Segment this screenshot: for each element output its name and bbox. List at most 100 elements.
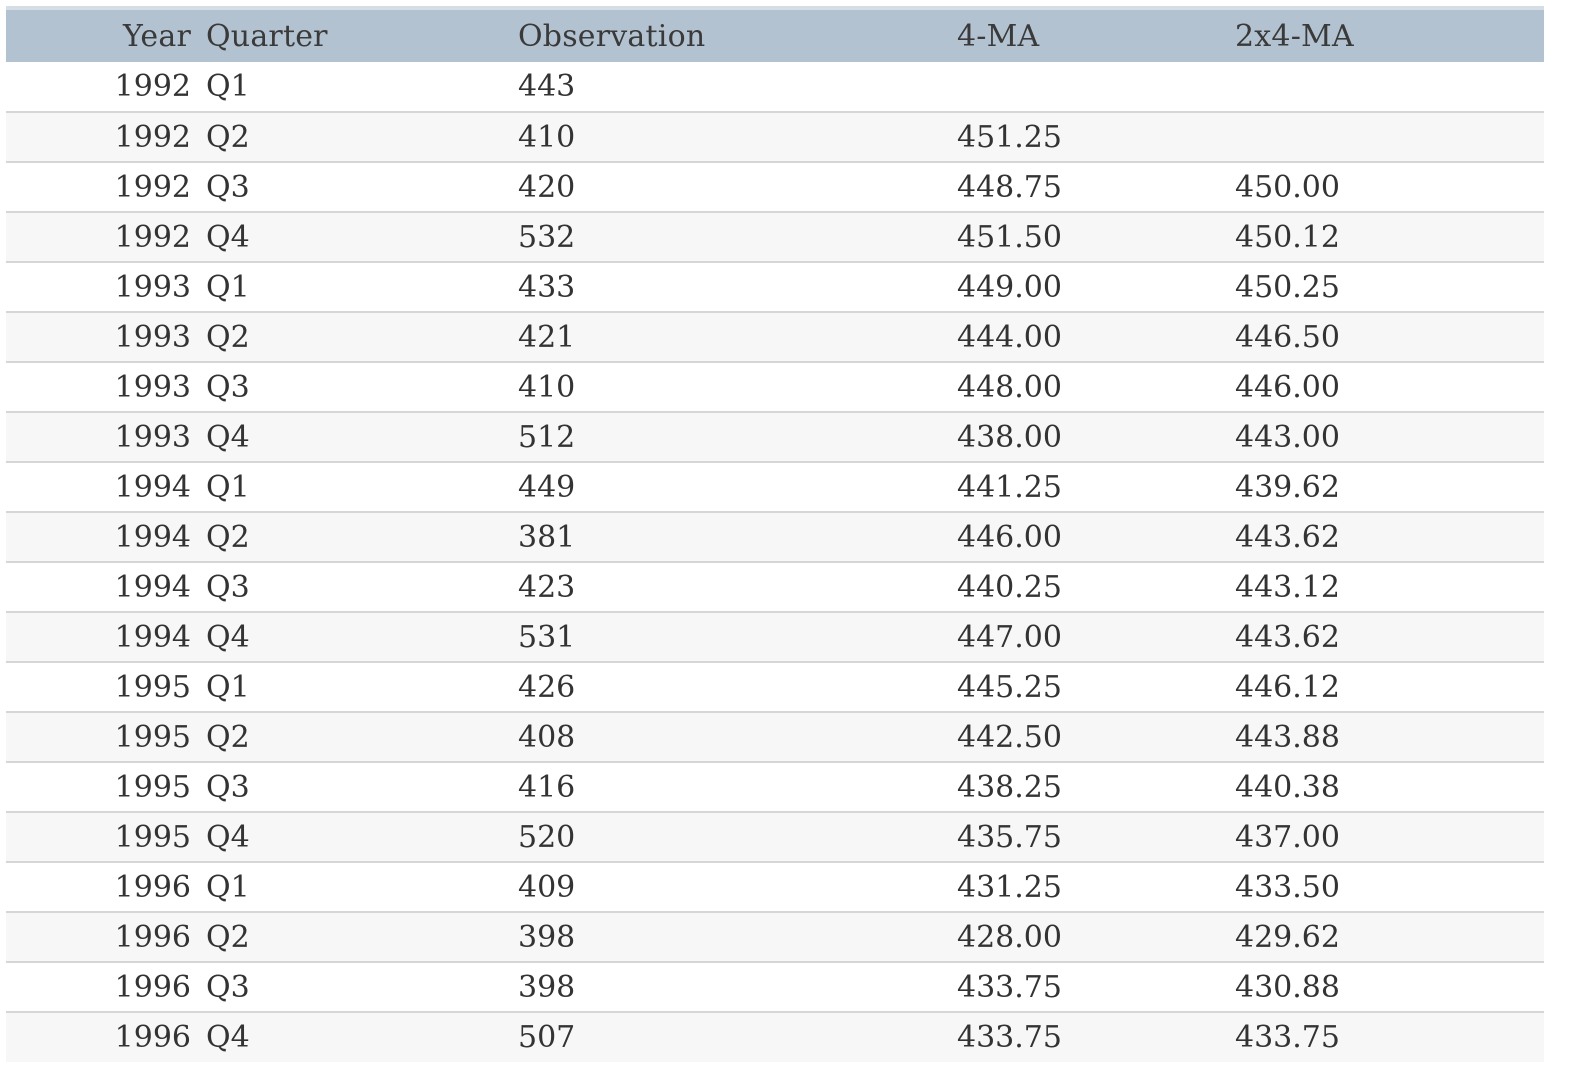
cell-year: 1993 — [114, 319, 191, 355]
cell-2x4-ma: 446.00 — [1235, 369, 1340, 405]
cell-2x4-ma: 443.62 — [1235, 519, 1340, 555]
table-row: 1995 Q3 416 438.25 440.38 — [6, 762, 1544, 812]
cell-observation: 398 — [518, 919, 576, 955]
table-row: 1995 Q4 520 435.75 437.00 — [6, 812, 1544, 862]
cell-observation: 421 — [518, 319, 576, 355]
cell-quarter: Q4 — [206, 1020, 250, 1055]
cell-observation: 426 — [518, 669, 576, 705]
cell-quarter: Q1 — [206, 869, 250, 905]
cell-year: 1992 — [114, 169, 191, 205]
cell-4-ma: 438.25 — [957, 769, 1062, 805]
cell-observation: 443 — [518, 69, 576, 104]
header-row: Year Quarter Observation 4-MA 2x4-MA — [6, 8, 1544, 62]
cell-4-ma: 445.25 — [957, 669, 1062, 705]
cell-2x4-ma: 433.75 — [1235, 1020, 1340, 1055]
cell-observation: 512 — [518, 419, 576, 455]
cell-year: 1996 — [114, 969, 191, 1005]
table-row: 1993 Q3 410 448.00 446.00 — [6, 362, 1544, 412]
cell-2x4-ma: 443.12 — [1235, 569, 1340, 605]
cell-4-ma: 444.00 — [957, 319, 1062, 355]
table-row: 1996 Q1 409 431.25 433.50 — [6, 862, 1544, 912]
cell-observation: 398 — [518, 969, 576, 1005]
cell-year: 1995 — [114, 719, 191, 755]
cell-observation: 410 — [518, 119, 576, 155]
cell-quarter: Q2 — [206, 519, 250, 555]
cell-quarter: Q3 — [206, 369, 250, 405]
header-observation: Observation — [518, 18, 706, 54]
cell-year: 1996 — [114, 919, 191, 955]
cell-year: 1995 — [114, 819, 191, 855]
cell-observation: 408 — [518, 719, 576, 755]
cell-2x4-ma: 446.12 — [1235, 669, 1340, 705]
cell-quarter: Q3 — [206, 569, 250, 605]
cell-2x4-ma — [1235, 62, 1544, 112]
cell-4-ma: 447.00 — [957, 619, 1062, 655]
cell-quarter: Q2 — [206, 319, 250, 355]
cell-year: 1994 — [114, 569, 191, 605]
cell-2x4-ma: 433.50 — [1235, 869, 1340, 905]
cell-year: 1993 — [114, 269, 191, 305]
table-row: 1992 Q4 532 451.50 450.12 — [6, 212, 1544, 262]
cell-2x4-ma: 450.25 — [1235, 269, 1340, 305]
cell-year: 1995 — [114, 769, 191, 805]
table-header: Year Quarter Observation 4-MA 2x4-MA — [6, 8, 1544, 62]
cell-quarter: Q2 — [206, 919, 250, 955]
cell-year: 1995 — [114, 669, 191, 705]
cell-observation: 416 — [518, 769, 576, 805]
cell-4-ma: 448.75 — [957, 169, 1062, 205]
cell-year: 1994 — [114, 469, 191, 505]
cell-quarter: Q1 — [206, 269, 250, 305]
cell-quarter: Q1 — [206, 69, 250, 104]
cell-quarter: Q2 — [206, 119, 250, 155]
cell-2x4-ma: 429.62 — [1235, 919, 1340, 955]
table-row: 1994 Q1 449 441.25 439.62 — [6, 462, 1544, 512]
table-row: 1992 Q3 420 448.75 450.00 — [6, 162, 1544, 212]
cell-4-ma — [957, 62, 1235, 112]
table-row: 1996 Q2 398 428.00 429.62 — [6, 912, 1544, 962]
moving-average-table: Year Quarter Observation 4-MA 2x4-MA 199… — [6, 6, 1544, 1062]
cell-quarter: Q1 — [206, 669, 250, 705]
cell-4-ma: 442.50 — [957, 719, 1062, 755]
cell-observation: 532 — [518, 219, 576, 255]
cell-observation: 381 — [518, 519, 576, 555]
cell-2x4-ma: 430.88 — [1235, 969, 1340, 1005]
cell-observation: 420 — [518, 169, 576, 205]
cell-observation: 410 — [518, 369, 576, 405]
cell-4-ma: 446.00 — [957, 519, 1062, 555]
cell-2x4-ma: 437.00 — [1235, 819, 1340, 855]
header-quarter: Quarter — [206, 18, 328, 54]
table-row: 1994 Q2 381 446.00 443.62 — [6, 512, 1544, 562]
cell-year: 1996 — [114, 1020, 191, 1055]
cell-observation: 520 — [518, 819, 576, 855]
cell-quarter: Q1 — [206, 469, 250, 505]
table-row: 1992 Q2 410 451.25 — [6, 112, 1544, 162]
cell-year: 1992 — [114, 69, 191, 104]
header-4-ma: 4-MA — [957, 18, 1040, 54]
cell-4-ma: 440.25 — [957, 569, 1062, 605]
table-row: 1995 Q2 408 442.50 443.88 — [6, 712, 1544, 762]
table-row: 1994 Q3 423 440.25 443.12 — [6, 562, 1544, 612]
cell-4-ma: 451.25 — [957, 119, 1062, 155]
cell-year: 1994 — [114, 519, 191, 555]
table-row: 1993 Q1 433 449.00 450.25 — [6, 262, 1544, 312]
cell-2x4-ma: 439.62 — [1235, 469, 1340, 505]
cell-quarter: Q2 — [206, 719, 250, 755]
cell-quarter: Q4 — [206, 619, 250, 655]
cell-2x4-ma — [1235, 112, 1544, 162]
cell-2x4-ma: 440.38 — [1235, 769, 1340, 805]
cell-year: 1992 — [114, 219, 191, 255]
table-row: 1992 Q1 443 — [6, 62, 1544, 112]
cell-year: 1996 — [114, 869, 191, 905]
cell-quarter: Q4 — [206, 819, 250, 855]
cell-year: 1992 — [114, 119, 191, 155]
cell-4-ma: 448.00 — [957, 369, 1062, 405]
table-row: 1996 Q3 398 433.75 430.88 — [6, 962, 1544, 1012]
cell-quarter: Q4 — [206, 419, 250, 455]
cell-observation: 423 — [518, 569, 576, 605]
cell-observation: 449 — [518, 469, 576, 505]
cell-quarter: Q3 — [206, 769, 250, 805]
cell-4-ma: 433.75 — [957, 969, 1062, 1005]
cell-2x4-ma: 450.00 — [1235, 169, 1340, 205]
cell-2x4-ma: 443.00 — [1235, 419, 1340, 455]
cell-observation: 531 — [518, 619, 576, 655]
